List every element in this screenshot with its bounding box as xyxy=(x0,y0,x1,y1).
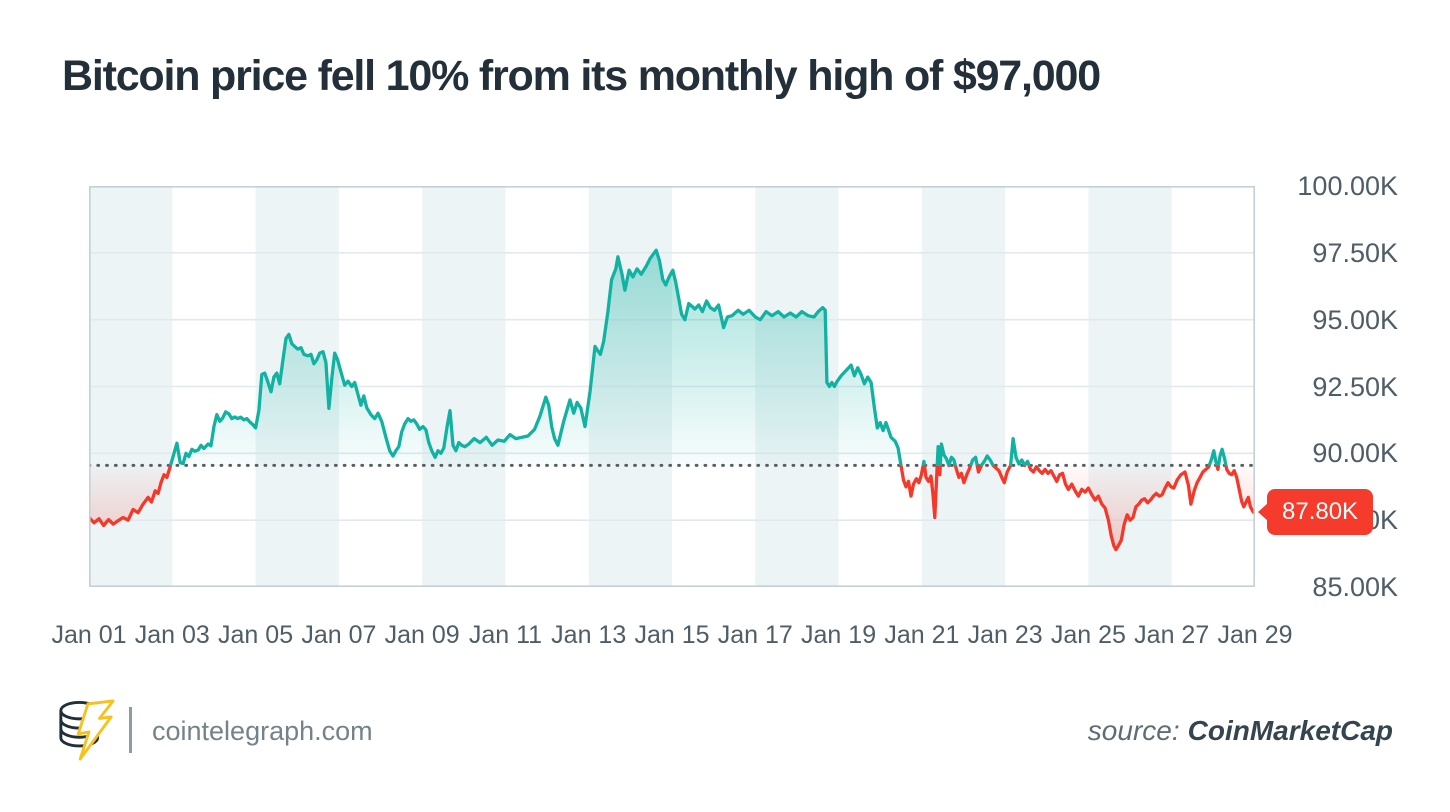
source-value: CoinMarketCap xyxy=(1187,715,1393,746)
cointelegraph-logo-icon xyxy=(56,697,116,763)
area-below-threshold xyxy=(89,465,1254,550)
price-badge: 87.80K xyxy=(1258,489,1374,536)
x-tick-label: Jan 23 xyxy=(967,621,1043,649)
y-tick-label: 95.00K xyxy=(1312,304,1398,335)
y-tick-label: 92.50K xyxy=(1312,371,1398,402)
x-tick-label: Jan 15 xyxy=(634,621,710,649)
badge-label: 87.80K xyxy=(1282,498,1359,526)
source-attribution: source: CoinMarketCap xyxy=(1088,715,1393,747)
y-tick-label: 85.00K xyxy=(1312,572,1398,602)
x-tick-label: Jan 05 xyxy=(218,621,294,649)
x-tick-label: Jan 13 xyxy=(551,621,627,649)
x-tick-label: Jan 09 xyxy=(384,621,460,649)
footer-divider xyxy=(129,707,132,753)
x-tick-label: Jan 11 xyxy=(468,621,543,649)
coin-stack-body xyxy=(59,710,100,748)
price-chart xyxy=(89,186,1255,587)
lightning-bolt xyxy=(76,699,115,761)
x-tick-label: Jan 27 xyxy=(1134,621,1210,649)
x-tick-label: Jan 19 xyxy=(801,621,877,649)
y-tick-label: 100.00K xyxy=(1297,171,1398,201)
y-tick-label: 90.00K xyxy=(1312,438,1398,469)
x-tick-label: Jan 25 xyxy=(1050,621,1126,649)
price-chart-plot-area xyxy=(89,186,1255,587)
site-label: cointelegraph.com xyxy=(152,716,373,746)
price-line-above xyxy=(168,248,1228,466)
plot-border xyxy=(89,186,1255,587)
y-tick-label: 97.50K xyxy=(1312,237,1398,268)
x-tick-label: Jan 03 xyxy=(134,621,210,649)
source-label: source: xyxy=(1087,715,1180,746)
x-tick-label: Jan 07 xyxy=(301,621,377,649)
page-title: Bitcoin price fell 10% from its monthly … xyxy=(62,52,1101,100)
x-tick-label: Jan 21 xyxy=(884,621,960,649)
x-tick-label: Jan 29 xyxy=(1217,621,1293,649)
badge-arrow-icon xyxy=(1258,503,1268,522)
area-above-threshold xyxy=(170,250,1226,466)
x-tick-label: Jan 17 xyxy=(717,621,793,649)
x-tick-label: Jan 01 xyxy=(51,621,127,649)
price-line-below xyxy=(89,465,1255,552)
